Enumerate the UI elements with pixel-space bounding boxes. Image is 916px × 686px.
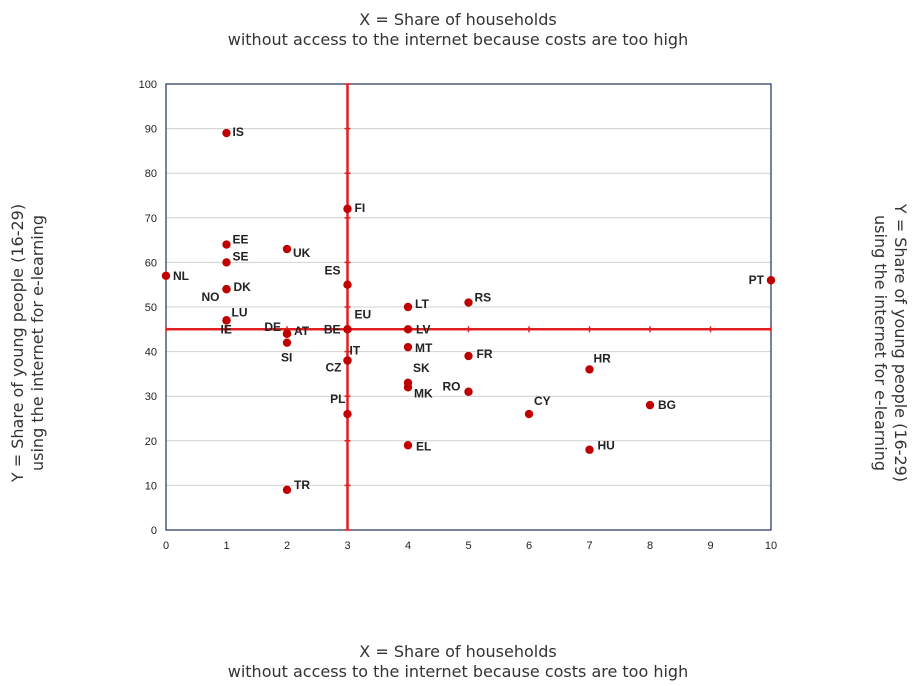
y-tick-label: 70 <box>145 213 157 225</box>
point-label-tr: TR <box>294 478 310 492</box>
point-label-cz: CZ <box>326 361 342 375</box>
y-tick-label: 100 <box>139 79 157 91</box>
data-point-cz <box>343 356 352 365</box>
x-axis-title-top-line1: X = Share of households <box>359 10 557 29</box>
point-label-pt: PT <box>749 273 765 287</box>
point-label-de: DE <box>264 320 281 334</box>
point-label-mk: MK <box>414 386 433 400</box>
data-point-de <box>282 329 292 338</box>
point-label-uk: UK <box>293 246 311 260</box>
data-point-hr <box>585 365 594 374</box>
point-label-eu: EU <box>355 307 372 321</box>
point-label-lv: LV <box>416 322 430 336</box>
point-label-pl: PL <box>330 392 345 406</box>
x-axis-title-bottom-line2: without access to the internet because c… <box>227 662 689 681</box>
point-label-bg: BG <box>658 398 676 412</box>
data-point-es <box>343 280 352 289</box>
x-tick-label: 9 <box>707 540 713 552</box>
x-tick-label: 5 <box>465 540 471 552</box>
point-label-fi: FI <box>355 201 366 215</box>
y-tick-label: 0 <box>151 525 157 537</box>
x-tick-label: 6 <box>526 540 532 552</box>
data-point-mt <box>403 342 413 352</box>
point-label-lt: LT <box>415 297 429 311</box>
y-tick-label: 50 <box>145 302 157 314</box>
y-tick-label: 60 <box>145 257 157 269</box>
y-tick-label: 90 <box>145 124 157 136</box>
data-point-mk <box>403 383 413 392</box>
data-point-fi <box>343 204 352 214</box>
point-label-be: BE <box>324 322 341 336</box>
point-label-is: IS <box>233 125 244 139</box>
data-point-is <box>222 128 231 138</box>
y-tick-label: 40 <box>145 347 157 359</box>
data-point-ee <box>222 240 231 249</box>
point-label-ee: EE <box>233 233 249 247</box>
point-label-it: IT <box>350 344 361 358</box>
data-point-rs <box>464 298 473 307</box>
data-point-ie <box>222 316 231 325</box>
x-tick-label: 0 <box>163 540 169 552</box>
data-point-pl <box>343 409 352 419</box>
data-point-el <box>403 441 413 450</box>
data-point-bg <box>645 400 655 410</box>
x-axis-title-bottom: X = Share of households without access t… <box>0 642 916 682</box>
x-tick-label: 8 <box>647 540 653 552</box>
data-point-ro <box>464 387 473 396</box>
point-label-mt: MT <box>415 341 433 355</box>
x-tick-label: 3 <box>344 540 350 552</box>
point-label-el: EL <box>416 439 431 453</box>
point-label-nl: NL <box>173 269 189 283</box>
data-point-se <box>222 258 231 267</box>
point-label-no: NO <box>202 290 220 304</box>
point-label-at: AT <box>294 324 310 338</box>
y-tick-label: 10 <box>145 480 157 492</box>
x-tick-label: 2 <box>284 540 290 552</box>
x-axis-title-top-line2: without access to the internet because c… <box>227 30 689 49</box>
data-point-uk <box>282 244 292 254</box>
plot-frame <box>165 83 772 531</box>
data-point-fr <box>464 351 473 361</box>
data-point-lt <box>403 302 413 312</box>
point-label-si: SI <box>281 351 292 365</box>
x-tick-label: 4 <box>405 540 411 552</box>
data-point-cy <box>524 409 534 419</box>
point-label-rs: RS <box>475 291 492 305</box>
point-label-hu: HU <box>598 439 615 453</box>
point-label-fr: FR <box>477 347 493 361</box>
data-point-si <box>282 338 292 347</box>
point-label-ro: RO <box>443 380 461 394</box>
y-tick-label: 80 <box>145 168 157 180</box>
data-point-hu <box>585 445 594 454</box>
y-tick-label: 20 <box>145 436 157 448</box>
data-point-be <box>343 325 352 334</box>
point-label-ie: IE <box>221 322 232 336</box>
point-label-dk: DK <box>234 280 252 294</box>
x-tick-label: 1 <box>223 540 229 552</box>
data-point-nl <box>161 271 171 280</box>
point-label-hr: HR <box>594 351 612 365</box>
x-tick-label: 7 <box>586 540 592 552</box>
x-tick-label: 10 <box>765 540 777 552</box>
y-tick-label: 30 <box>145 391 157 403</box>
data-point-lv <box>403 325 413 334</box>
data-point-no <box>222 284 231 294</box>
point-label-se: SE <box>233 249 249 263</box>
point-label-es: ES <box>324 264 340 278</box>
point-label-lu: LU <box>232 305 248 319</box>
data-point-pt <box>766 276 776 285</box>
data-point-tr <box>282 485 292 495</box>
x-axis-title-top: X = Share of households without access t… <box>0 10 916 50</box>
point-label-sk: SK <box>413 361 430 375</box>
x-axis-title-bottom-line1: X = Share of households <box>359 642 557 661</box>
point-label-cy: CY <box>534 394 551 408</box>
